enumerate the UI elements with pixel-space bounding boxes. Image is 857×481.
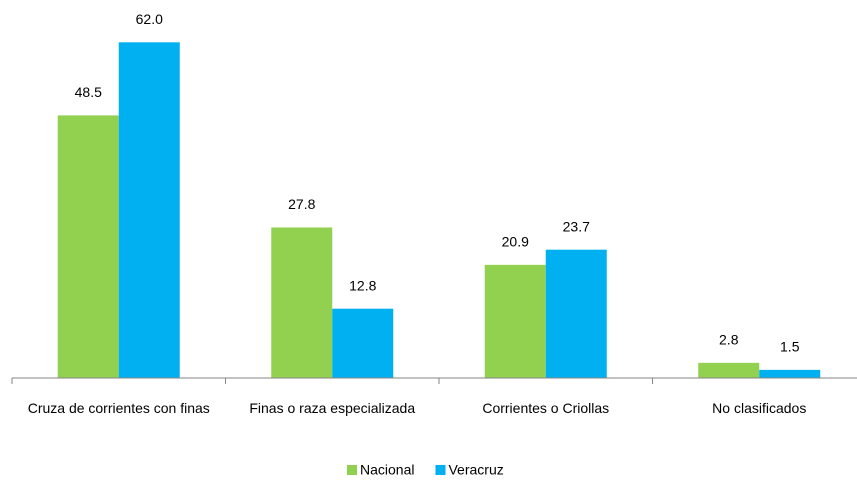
data-label: 27.8 xyxy=(288,196,315,212)
legend-swatch xyxy=(347,465,357,475)
x-tick-label: Corrientes o Criollas xyxy=(482,400,610,416)
bar xyxy=(698,362,760,378)
data-label: 20.9 xyxy=(502,234,529,250)
data-label: 1.5 xyxy=(780,339,800,355)
data-label: 2.8 xyxy=(719,332,739,348)
bar xyxy=(484,264,546,378)
x-tick-label: Cruza de corrientes con finas xyxy=(27,400,210,416)
bar xyxy=(332,308,394,378)
x-tick-label: No clasificados xyxy=(712,400,807,416)
data-label: 48.5 xyxy=(75,84,102,100)
bar xyxy=(118,42,180,379)
bar xyxy=(271,227,333,378)
data-label: 23.7 xyxy=(563,218,590,234)
legend-swatch xyxy=(435,465,446,475)
bar xyxy=(57,115,119,379)
bar xyxy=(545,249,607,378)
data-label: 12.8 xyxy=(349,277,376,293)
x-tick-label: Finas o raza especializada xyxy=(249,400,416,416)
legend-label: Nacional xyxy=(360,462,414,478)
bar xyxy=(759,369,821,378)
legend-label: Veracruz xyxy=(448,462,503,478)
data-label: 62.0 xyxy=(136,11,163,27)
